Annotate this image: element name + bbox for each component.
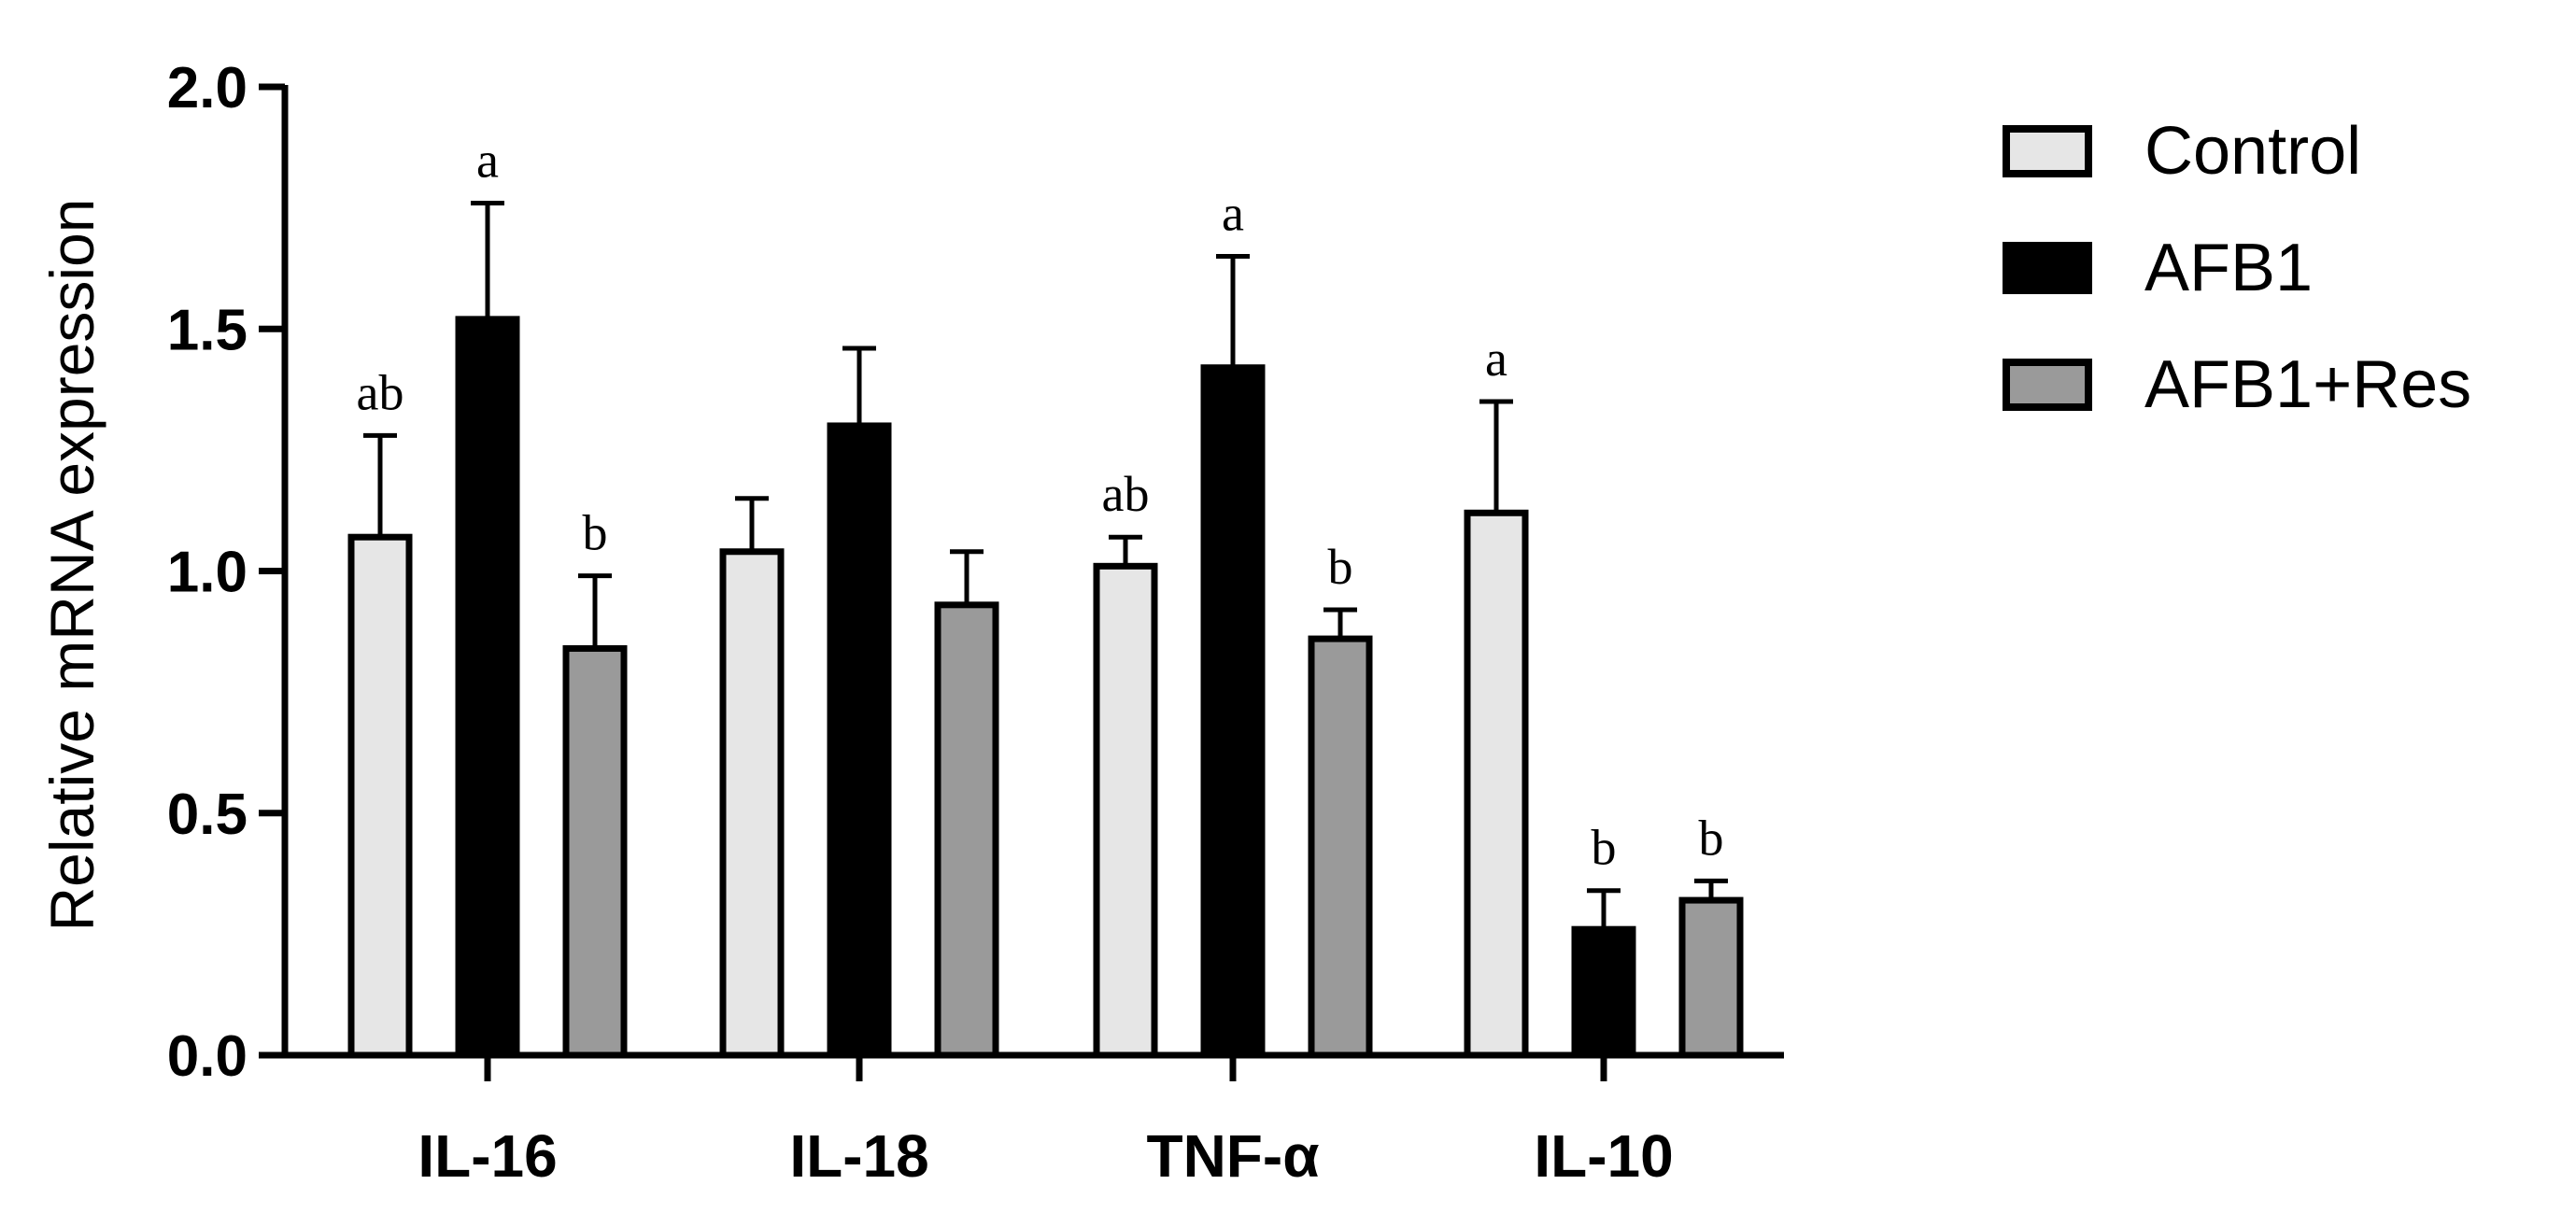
x-tick-label: TNF-α <box>1146 1122 1319 1190</box>
significance-label: b <box>1592 820 1617 876</box>
y-tick-label: 0.0 <box>167 1024 248 1089</box>
legend-label: Control <box>2144 114 2361 189</box>
legend-label: AFB1+Res <box>2144 347 2471 422</box>
legend-label: AFB1 <box>2144 231 2313 305</box>
significance-label: ab <box>357 364 404 420</box>
y-tick-label: 1.0 <box>167 541 248 605</box>
significance-label: b <box>583 505 608 561</box>
axes: 0.0 0.5 1.0 1.5 2.0 IL-16 IL-18 TNF-α IL-10 <box>167 56 1784 1190</box>
bar <box>1571 925 1636 1059</box>
legend: Control AFB1 AFB1+Res <box>2003 114 2471 422</box>
bar <box>1308 635 1373 1059</box>
x-tick-label: IL-18 <box>789 1122 928 1190</box>
significance-label: a <box>476 132 499 188</box>
y-tick-label: 0.5 <box>167 783 248 847</box>
bar <box>455 316 520 1059</box>
bar <box>1200 364 1266 1059</box>
bar <box>347 533 413 1059</box>
x-tick-label: IL-16 <box>418 1122 557 1190</box>
bar <box>1093 562 1158 1059</box>
bar <box>1678 896 1744 1059</box>
legend-swatch <box>2003 242 2092 294</box>
bar <box>934 601 999 1059</box>
x-tick-label: IL-10 <box>1534 1122 1673 1190</box>
bar <box>562 644 628 1059</box>
y-axis-label: Relative mRNA expression <box>37 199 106 932</box>
y-tick-label: 2.0 <box>167 56 248 120</box>
legend-swatch <box>2003 359 2092 411</box>
legend-swatch <box>2003 125 2092 177</box>
bar <box>719 548 785 1059</box>
significance-label: a <box>1222 185 1244 241</box>
significance-label: b <box>1328 539 1353 595</box>
y-tick-label: 1.5 <box>167 298 248 362</box>
significance-label: ab <box>1102 466 1150 522</box>
bar <box>1464 509 1529 1059</box>
significance-label: a <box>1485 331 1507 387</box>
bar <box>827 422 892 1059</box>
significance-label: b <box>1699 810 1724 866</box>
